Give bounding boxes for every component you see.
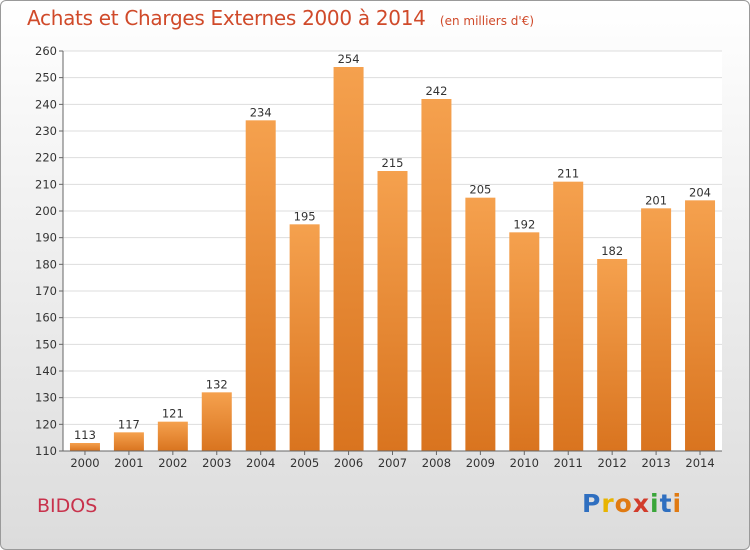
bar [597,259,628,451]
x-tick-label: 2014 [685,456,714,470]
data-label: 201 [645,193,667,207]
y-tick-label: 160 [35,311,57,325]
data-label: 254 [338,52,360,66]
logo-letter: x [632,489,650,518]
data-label: 192 [513,217,535,231]
data-label: 204 [689,185,711,199]
bar [421,99,452,451]
y-tick-label: 140 [35,364,57,378]
x-tick-label: 2004 [246,456,275,470]
data-label: 205 [469,183,491,197]
x-tick-label: 2006 [334,456,363,470]
x-tick-label: 2013 [641,456,670,470]
y-tick-label: 200 [35,204,57,218]
logo-letter: t [659,489,673,518]
place-name: BIDOS [37,495,98,517]
data-label: 195 [294,209,316,223]
x-tick-label: 2007 [378,456,407,470]
x-tick-label: 2002 [158,456,187,470]
y-tick-label: 210 [35,177,57,191]
logo-letter: o [614,489,633,518]
data-label: 211 [557,167,579,181]
data-label: 234 [250,105,272,119]
chart-title-text: Achats et Charges Externes 2000 à 2014 [27,6,426,30]
proxiti-logo: Proxiti [582,489,682,518]
bar [289,224,320,451]
y-tick-label: 240 [35,97,57,111]
bar [333,67,364,451]
data-label: 113 [74,428,96,442]
y-tick-label: 230 [35,124,57,138]
data-label: 215 [382,156,404,170]
x-tick-label: 2012 [598,456,627,470]
logo-letter: i [650,489,660,518]
x-tick-label: 2000 [70,456,99,470]
logo-letter: i [672,489,683,518]
y-tick-label: 130 [35,391,57,405]
bar [157,421,188,451]
data-label: 117 [118,417,140,431]
bar [553,181,584,451]
x-tick-label: 2010 [510,456,539,470]
data-label: 121 [162,407,184,421]
y-tick-label: 220 [35,151,57,165]
data-label: 182 [601,244,623,258]
y-tick-label: 120 [35,417,57,431]
x-tick-label: 2003 [202,456,231,470]
logo-letter: r [601,489,615,518]
x-tick-label: 2011 [554,456,583,470]
y-tick-label: 110 [35,444,57,458]
bar [641,208,672,451]
bar [465,197,496,451]
x-tick-label: 2005 [290,456,319,470]
y-tick-label: 180 [35,257,57,271]
y-tick-label: 250 [35,71,57,85]
x-tick-label: 2001 [114,456,143,470]
data-label: 242 [425,84,447,98]
bar [201,392,232,451]
bar [377,171,408,451]
y-tick-label: 150 [35,337,57,351]
y-tick-label: 170 [35,284,57,298]
bar [113,432,144,451]
bar [509,232,540,451]
x-tick-label: 2009 [466,456,495,470]
bar [685,200,716,451]
y-tick-label: 190 [35,231,57,245]
bar [69,443,100,451]
bar [245,120,276,451]
chart-unit-note: (en milliers d'€) [439,14,535,28]
x-tick-label: 2008 [422,456,451,470]
y-tick-label: 260 [35,44,57,58]
data-label: 132 [206,377,228,391]
chart-title: Achats et Charges Externes 2000 à 2014 (… [27,6,534,30]
logo-letter: P [582,489,602,518]
